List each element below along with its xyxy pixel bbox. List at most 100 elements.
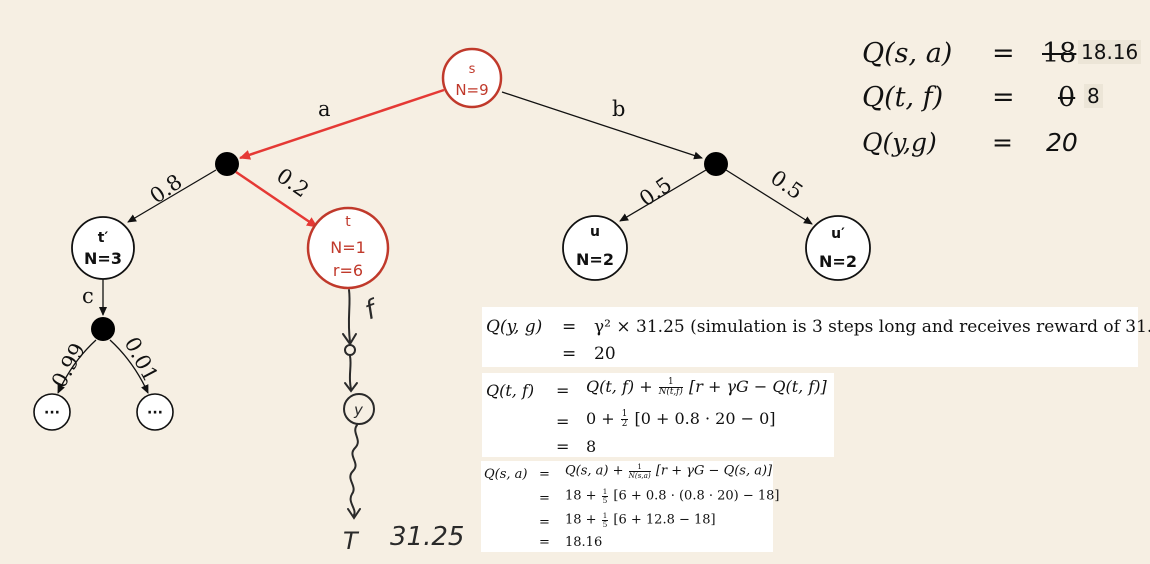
edge-s-to-chance-b [501,91,703,160]
summary-qtf-eq: = [992,82,1015,113]
summary-qyg-eq: = [992,128,1013,157]
node-u-prime-name: u′ [831,226,845,242]
summary-qtf-old: 0 [1058,82,1076,113]
node-u-name: u [590,224,600,240]
handwritten-node-y: y [353,401,364,419]
derivation-qtf-fraction: 1 N(t,f) [658,377,683,397]
edge-chance-a-to-tprime [127,169,217,223]
derivation-qsa-line2-num: 1 [601,487,609,497]
derivation-qsa-eq1: = [539,467,550,482]
derivation-qsa-frac-num: 1 [628,463,651,472]
chance-node-a [215,152,239,176]
derivation-qsa-line1: Q(s, a) + 1 N(s,a) [r + γG − Q(s, a)] [565,463,772,479]
derivation-qsa-eq4: = [539,535,550,550]
derivation-qyg-line2: 20 [594,344,616,364]
edge-label-0.01: 0.01 [120,333,163,386]
summary-qsa-eq: = [992,38,1015,69]
chance-node-c [91,317,115,341]
summary-qtf-new: 8 [1084,84,1103,108]
derivation-qtf-line1: Q(t, f) + 1 N(t,f) [r + γG − Q(t, f)] [586,377,827,397]
derivation-qsa-lhs: Q(s, a) [484,467,528,482]
summary-qsa-lhs: Q(s, a) [862,38,953,69]
summary-qsa-old: 18 [1042,38,1077,69]
derivation-qsa-line3-post: [6 + 12.8 − 18] [613,512,716,528]
edge-chance-c-to-leaf-right [109,339,149,394]
derivation-qsa: Q(s, a) = Q(s, a) + 1 N(s,a) [r + γG − Q(… [481,461,780,552]
derivation-qtf-frac-den: N(t,f) [658,387,683,397]
handwritten-terminal: T [343,527,360,555]
handwritten-action-f: f [361,294,383,327]
derivation-qsa-line3-den: 5 [602,519,608,529]
derivation-qtf-line2-num: 1 [620,408,629,420]
edge-chance-a-to-t [235,170,318,229]
derivation-qtf: Q(t, f) = Q(t, f) + 1 N(t,f) [r + γG − Q(… [482,373,834,457]
derivation-qsa-line2-den: 5 [602,495,608,505]
node-t: t N=1 r=6 [306,206,390,290]
derivation-qsa-eq3: = [539,515,550,530]
derivation-qyg: Q(y, g) = γ² × 31.25 (simulation is 3 st… [482,307,1150,367]
derivation-qsa-line2-post: [6 + 0.8 · (0.8 · 20) − 18] [613,488,780,504]
derivation-qtf-frac-num: 1 [658,377,683,388]
edge-label-0.99: 0.99 [47,339,90,392]
derivation-qyg-eq2: = [562,344,577,364]
derivation-qtf-line1-post: [r + γG − Q(t, f)] [688,377,827,396]
leaf-node-right-label: ··· [147,405,163,421]
edge-label-0.5-left: 0.5 [635,172,676,211]
derivation-qsa-line1-post: [r + γG − Q(s, a)] [655,463,773,479]
node-t-prime-count: N=3 [84,249,122,268]
chance-node-b [704,152,728,176]
node-u-prime: u′ N=2 [805,215,871,281]
leaf-node-left-label: ··· [44,405,60,421]
summary-qyg-lhs: Q(y,g) [862,128,937,157]
node-u-prime-count: N=2 [819,252,857,271]
derivation-qtf-line2-pre: 0 + [586,409,615,428]
edge-s-to-chance-a [239,88,445,160]
derivation-qtf-lhs: Q(t, f) [486,381,535,400]
node-s-name: s [469,62,476,77]
derivation-qsa-line3-num: 1 [601,511,609,521]
edge-label-a: a [318,97,331,121]
summary-qyg-value: 20 [1046,128,1078,157]
derivation-qtf-eq3: = [556,437,570,456]
derivation-qsa-eq2: = [539,491,550,506]
derivation-qyg-line1: γ² × 31.25 (simulation is 3 steps long a… [594,317,1150,337]
leaf-node-left: ··· [33,393,71,431]
node-t-prime: t′ N=3 [71,216,135,280]
derivation-qsa-line4: 18.16 [565,535,603,550]
derivation-qsa-frac-den: N(s,a) [628,470,651,480]
derivation-qsa-line3-pre: 18 + [565,512,597,528]
edge-chance-c-to-leaf-left [57,339,97,394]
derivation-qtf-line3: 8 [586,437,597,456]
node-u-count: N=2 [576,250,614,269]
node-s: s N=9 [441,47,503,109]
node-s-count: N=9 [455,81,488,99]
derivation-qyg-eq1: = [562,317,577,337]
summary-qsa-new: 18.16 [1078,40,1142,64]
edge-chance-b-to-u [619,169,707,222]
derivation-qtf-line1-pre: Q(t, f) + [586,377,653,396]
derivation-qtf-line2-post: [0 + 0.8 · 20 − 0] [634,409,776,428]
edge-label-0.2: 0.2 [272,163,313,202]
derivation-qtf-line2-den: 2 [621,419,628,429]
derivation-qsa-line2-pre: 18 + [565,488,597,504]
node-u: u N=2 [562,215,628,281]
handwritten-rollout [342,289,375,520]
leaf-node-right: ··· [136,393,174,431]
edge-label-b: b [612,97,625,121]
derivation-qyg-lhs: Q(y, g) [486,317,543,337]
node-t-name: t [345,214,351,230]
derivation-qtf-eq1: = [556,381,570,400]
edge-chance-b-to-uprime [725,169,813,225]
summary-qtf-lhs: Q(t, f) [862,82,944,113]
derivation-qsa-fraction: 1 N(s,a) [628,463,651,480]
node-t-count: N=1 [330,238,366,257]
derivation-qsa-line1-pre: Q(s, a) + [565,463,624,479]
handwritten-terminal-reward: 31.25 [390,522,464,552]
